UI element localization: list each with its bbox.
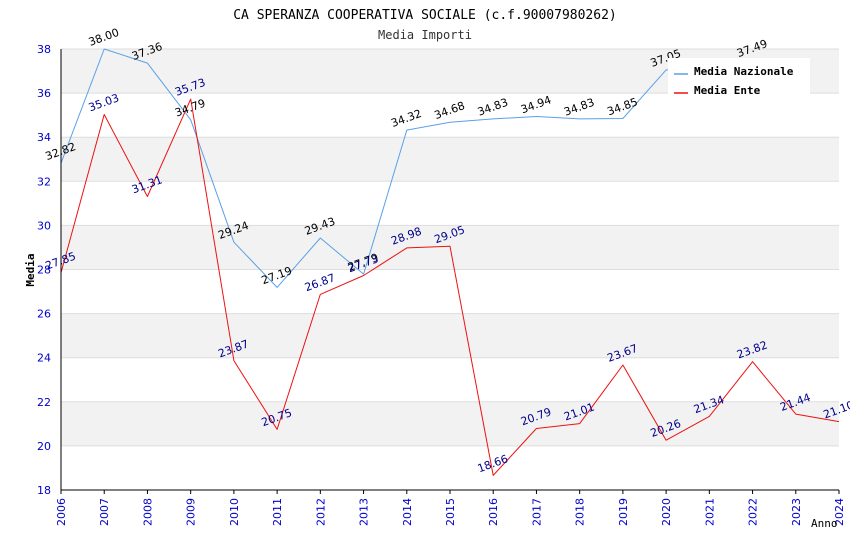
y-axis-label: Media — [24, 253, 37, 286]
legend-label-nazionale: Media Nazionale — [694, 65, 794, 78]
x-axis-label: Anno — [811, 517, 838, 530]
x-tick-label: 2006 — [55, 498, 68, 526]
data-label: 35.03 — [87, 91, 121, 114]
x-tick-label: 2022 — [747, 498, 760, 526]
x-tick-label: 2023 — [790, 498, 803, 526]
x-tick-label: 2019 — [617, 498, 630, 526]
y-tick-label: 28 — [37, 264, 51, 277]
legend-box — [668, 58, 810, 98]
gridlines — [61, 48, 839, 491]
data-label: 34.94 — [519, 93, 553, 116]
background-band — [61, 313, 839, 358]
x-tick-label: 2020 — [660, 498, 673, 526]
legend-label-ente: Media Ente — [694, 84, 761, 97]
x-tick-label: 2009 — [185, 498, 198, 526]
series-line-nazionale — [60, 48, 753, 288]
y-tick-label: 26 — [37, 308, 51, 321]
x-tick-label: 2013 — [358, 498, 371, 526]
x-tick-label: 2021 — [703, 498, 716, 526]
y-tick-label: 24 — [37, 352, 51, 365]
background-band — [61, 401, 839, 446]
data-label: 26.87 — [303, 271, 337, 294]
data-label: 34.32 — [389, 107, 423, 130]
series-lines — [60, 48, 840, 476]
y-tick-label: 18 — [37, 484, 51, 497]
x-tick-label: 2012 — [314, 498, 327, 526]
x-tick-label: 2017 — [530, 498, 543, 526]
data-label: 34.83 — [562, 96, 596, 119]
chart-title: CA SPERANZA COOPERATIVA SOCIALE (c.f.900… — [233, 8, 617, 23]
y-tick-label: 38 — [37, 43, 51, 56]
data-label: 34.83 — [476, 96, 510, 119]
x-tick-label: 2010 — [228, 498, 241, 526]
x-tick-label: 2008 — [141, 498, 154, 526]
background-band — [61, 137, 839, 182]
chart-subtitle: Media Importi — [378, 28, 472, 42]
data-label: 38.00 — [87, 26, 121, 49]
x-tick-label: 2015 — [444, 498, 457, 526]
y-tick-label: 32 — [37, 175, 51, 188]
x-tick-label: 2024 — [833, 498, 846, 526]
series-line-ente — [60, 98, 840, 476]
legend: Media Nazionale Media Ente — [668, 58, 810, 98]
x-tick-label: 2014 — [401, 498, 414, 526]
y-tick-label: 30 — [37, 219, 51, 232]
y-tick-label: 34 — [37, 131, 51, 144]
y-tick-label: 22 — [37, 396, 51, 409]
x-tick-label: 2011 — [271, 498, 284, 526]
x-tick-label: 2018 — [574, 498, 587, 526]
y-tick-label: 36 — [37, 87, 51, 100]
axes — [60, 49, 840, 494]
data-label: 34.68 — [433, 99, 467, 122]
x-tick-label: 2016 — [487, 498, 500, 526]
y-tick-label: 20 — [37, 440, 51, 453]
background-bands — [61, 49, 839, 446]
data-label: 34.85 — [605, 95, 639, 118]
x-tick-label: 2007 — [98, 498, 111, 526]
